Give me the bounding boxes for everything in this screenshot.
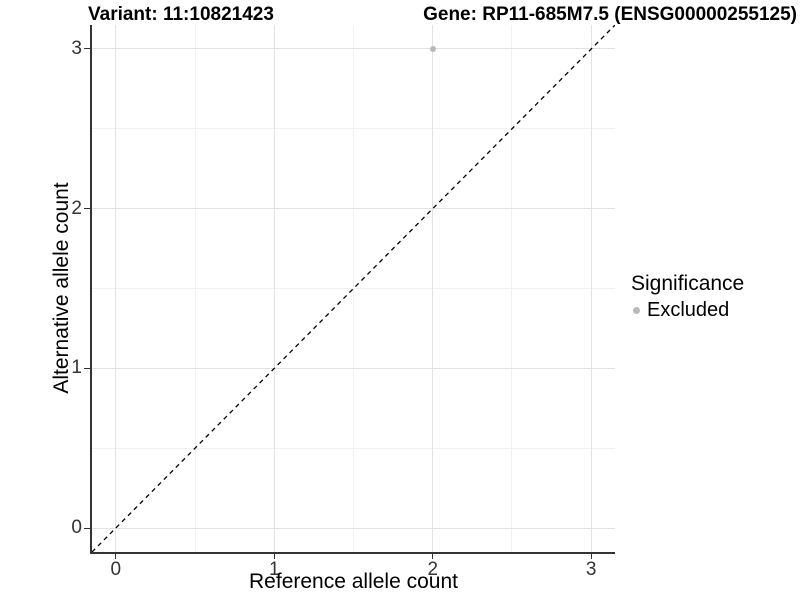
x-major-gridline — [273, 25, 275, 552]
x-tick-mark — [115, 554, 117, 559]
legend-title: Significance — [631, 272, 745, 295]
y-minor-gridline — [92, 128, 615, 130]
y-major-gridline — [92, 527, 615, 529]
plot-panel — [92, 25, 615, 552]
x-tick-mark — [590, 554, 592, 559]
x-axis-line — [90, 552, 615, 554]
y-minor-gridline — [92, 288, 615, 289]
x-tick-mark — [432, 554, 434, 559]
y-minor-gridline — [92, 447, 615, 449]
legend-item: Excluded — [633, 299, 744, 322]
x-major-gridline — [115, 25, 117, 552]
legend-item-label: Excluded — [647, 299, 730, 321]
y-tick-label: 3 — [71, 37, 82, 59]
data-point — [429, 45, 436, 52]
y-major-gridline — [92, 367, 615, 369]
legend: Significance Excluded — [631, 272, 744, 322]
x-tick-mark — [273, 554, 275, 559]
y-tick-mark — [84, 48, 90, 50]
legend-items: Excluded — [631, 299, 744, 322]
x-axis-title: Reference allele count — [249, 570, 458, 593]
y-tick-mark — [84, 367, 90, 369]
identity-dashed-line — [92, 25, 615, 552]
identity-line-layer — [92, 25, 615, 552]
y-major-gridline — [92, 48, 615, 50]
x-major-gridline — [590, 25, 592, 552]
gene-title: Gene: RP11-685M7.5 (ENSG00000255125) — [423, 4, 797, 25]
y-tick-label: 0 — [71, 517, 82, 539]
variant-title: Variant: 11:10821423 — [88, 4, 274, 25]
y-axis-title: Alternative allele count — [50, 182, 73, 394]
y-tick-mark — [84, 527, 90, 529]
x-major-gridline — [432, 25, 434, 552]
y-major-gridline — [92, 208, 615, 210]
y-tick-mark — [84, 208, 90, 210]
legend-point-icon — [633, 307, 640, 314]
